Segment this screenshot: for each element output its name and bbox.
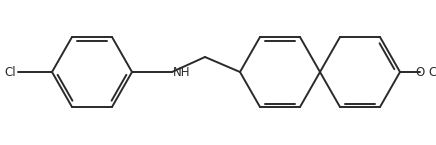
Text: O: O xyxy=(415,66,424,78)
Text: Cl: Cl xyxy=(4,66,16,78)
Text: NH: NH xyxy=(173,66,191,78)
Text: CH₃: CH₃ xyxy=(428,66,436,78)
